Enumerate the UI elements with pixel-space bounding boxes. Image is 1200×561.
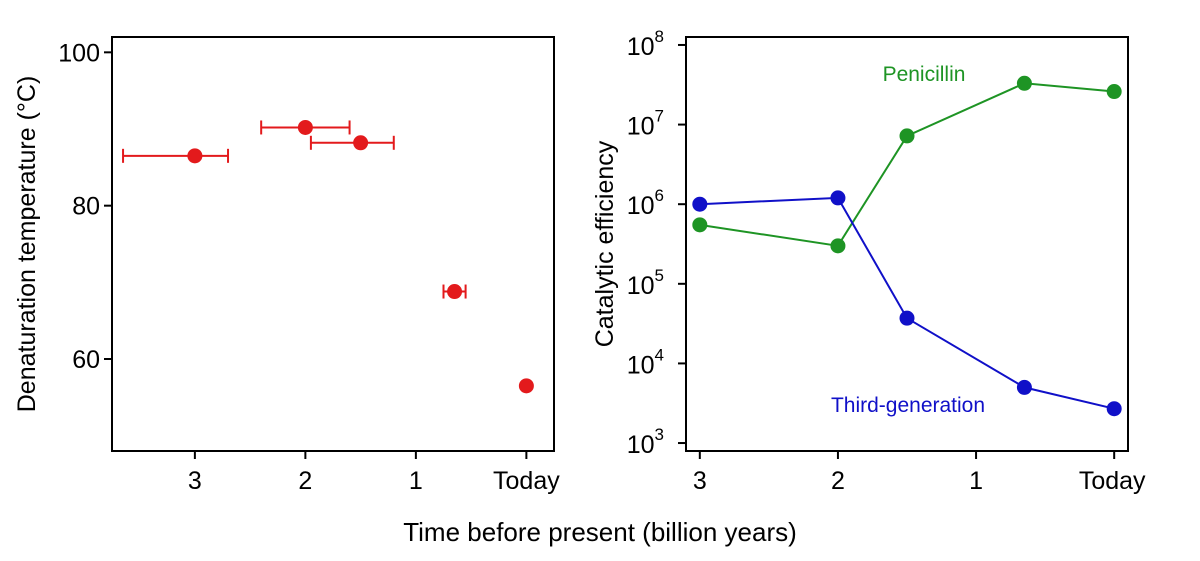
left-y-tick-label: 80 — [72, 193, 100, 221]
data-point-penicillin — [899, 128, 915, 144]
right-x-axis-ticks: 3 2 1 Today — [693, 451, 1146, 495]
data-point-penicillin — [830, 238, 846, 254]
catalytic-efficiency-chart: 3 2 1 Today 103 104 105 106 107 108 Catalytic ef… — [591, 27, 1146, 495]
right-x-tick-label: 3 — [693, 467, 707, 495]
left-data-point — [518, 378, 534, 394]
data-point-penicillin — [1016, 75, 1032, 91]
left-y-tick-label: 60 — [72, 346, 100, 374]
left-x-axis-ticks: 3 2 1 Today — [188, 451, 560, 495]
right-x-tick-label: Today — [1079, 467, 1146, 495]
denaturation-temperature-chart: 3 2 1 Today 60 80 100 Denaturation temperatur… — [13, 36, 560, 495]
left-x-tick-label: 1 — [409, 467, 423, 495]
data-point-third-generation — [899, 310, 915, 326]
right-y-axis-ticks: 103 104 105 106 107 108 — [627, 27, 686, 459]
right-y-axis-label: Catalytic efficiency — [591, 140, 619, 347]
data-point-third-generation — [1106, 401, 1122, 417]
series-label-penicillin: Penicillin — [883, 63, 966, 86]
left-x-tick-label: Today — [493, 467, 560, 495]
left-data-point — [447, 284, 463, 300]
left-data-point — [297, 119, 313, 135]
series-line-third-generation — [699, 196, 1115, 410]
left-y-tick-label: 100 — [58, 39, 100, 67]
data-point-penicillin — [1106, 84, 1122, 100]
left-data-points — [122, 119, 534, 394]
right-x-tick-label: 2 — [831, 467, 845, 495]
left-plot-frame — [111, 36, 555, 452]
right-data-points — [692, 75, 1122, 417]
shared-x-axis-label: Time before present (billion years) — [403, 517, 797, 547]
left-data-point — [353, 135, 369, 151]
left-y-axis-label: Denaturation temperature (°C) — [13, 76, 41, 413]
right-y-tick-label: 106 — [627, 186, 664, 220]
series-line-penicillin — [699, 82, 1115, 247]
left-x-tick-label: 2 — [298, 467, 312, 495]
left-data-point — [187, 148, 203, 164]
right-y-tick-label: 103 — [627, 425, 664, 459]
right-y-tick-label: 105 — [627, 266, 664, 300]
data-point-third-generation — [1016, 379, 1032, 395]
data-point-third-generation — [692, 196, 708, 212]
left-y-axis-ticks: 60 80 100 — [58, 39, 112, 374]
right-plot-frame — [685, 36, 1129, 452]
right-x-tick-label: 1 — [969, 467, 983, 495]
right-y-tick-label: 104 — [627, 345, 664, 379]
data-point-penicillin — [692, 217, 708, 233]
data-point-third-generation — [830, 190, 846, 206]
right-y-tick-label: 108 — [627, 27, 664, 61]
left-x-tick-label: 3 — [188, 467, 202, 495]
right-y-tick-label: 107 — [627, 107, 664, 141]
series-label-third-generation: Third-generation — [831, 394, 985, 417]
